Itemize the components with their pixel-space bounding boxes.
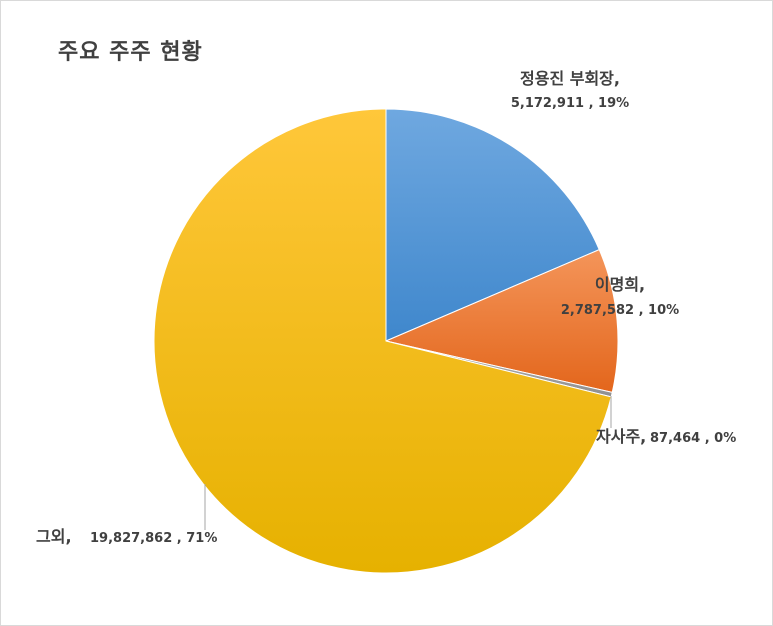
label-lee-myunghee-value: 2,787,582 , 10% — [561, 303, 679, 318]
chart-title: 주요 주주 현황 — [58, 40, 203, 65]
label-others-name: 그외, — [36, 527, 72, 546]
label-treasury-stock-name: 자사주, — [596, 427, 646, 446]
label-jung-yongjin-value: 5,172,911 , 19% — [511, 96, 629, 111]
slice-jung-yongjin — [385, 108, 600, 342]
slice-others — [153, 108, 612, 574]
label-treasury-stock-value: 87,464 , 0% — [650, 431, 736, 446]
label-others-value: 19,827,862 , 71% — [90, 531, 217, 546]
slice-lee-myunghee — [384, 248, 619, 394]
label-jung-yongjin-name: 정용진 부회장, — [520, 69, 620, 88]
label-lee-myunghee-name: 이명희, — [595, 275, 645, 294]
